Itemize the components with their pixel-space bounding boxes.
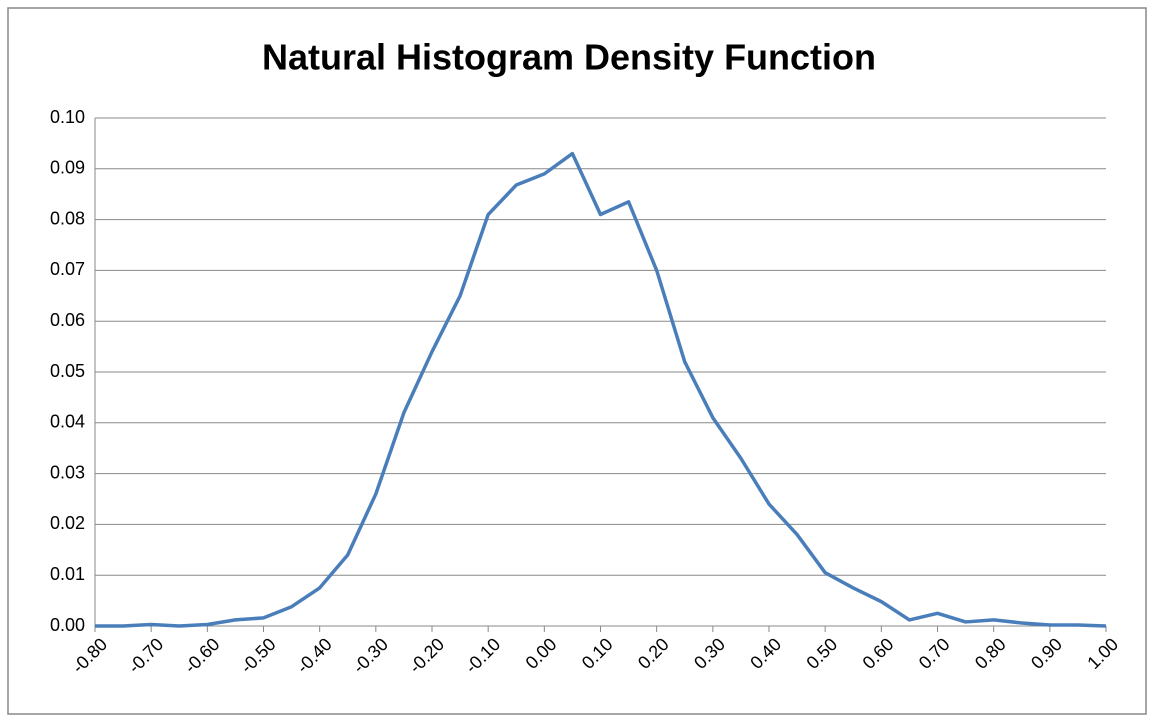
- y-tick-label: 0.06: [50, 310, 85, 330]
- chart-frame: [7, 7, 1147, 715]
- line-series: [95, 151, 1107, 628]
- chart-title: Natural Histogram Density Function: [262, 37, 876, 78]
- y-tick-label: 0.10: [50, 107, 85, 127]
- y-tick-label: 0.02: [50, 513, 85, 533]
- y-tick-label: 0.04: [50, 412, 85, 432]
- y-tick-label: 0.03: [50, 462, 85, 482]
- y-tick-label: 0.01: [50, 564, 85, 584]
- y-tick-label: 0.09: [50, 158, 85, 178]
- y-tick-label: 0.00: [50, 615, 85, 635]
- y-tick-label: 0.08: [50, 208, 85, 228]
- y-tick-label: 0.05: [50, 361, 85, 381]
- y-tick-label: 0.07: [50, 259, 85, 279]
